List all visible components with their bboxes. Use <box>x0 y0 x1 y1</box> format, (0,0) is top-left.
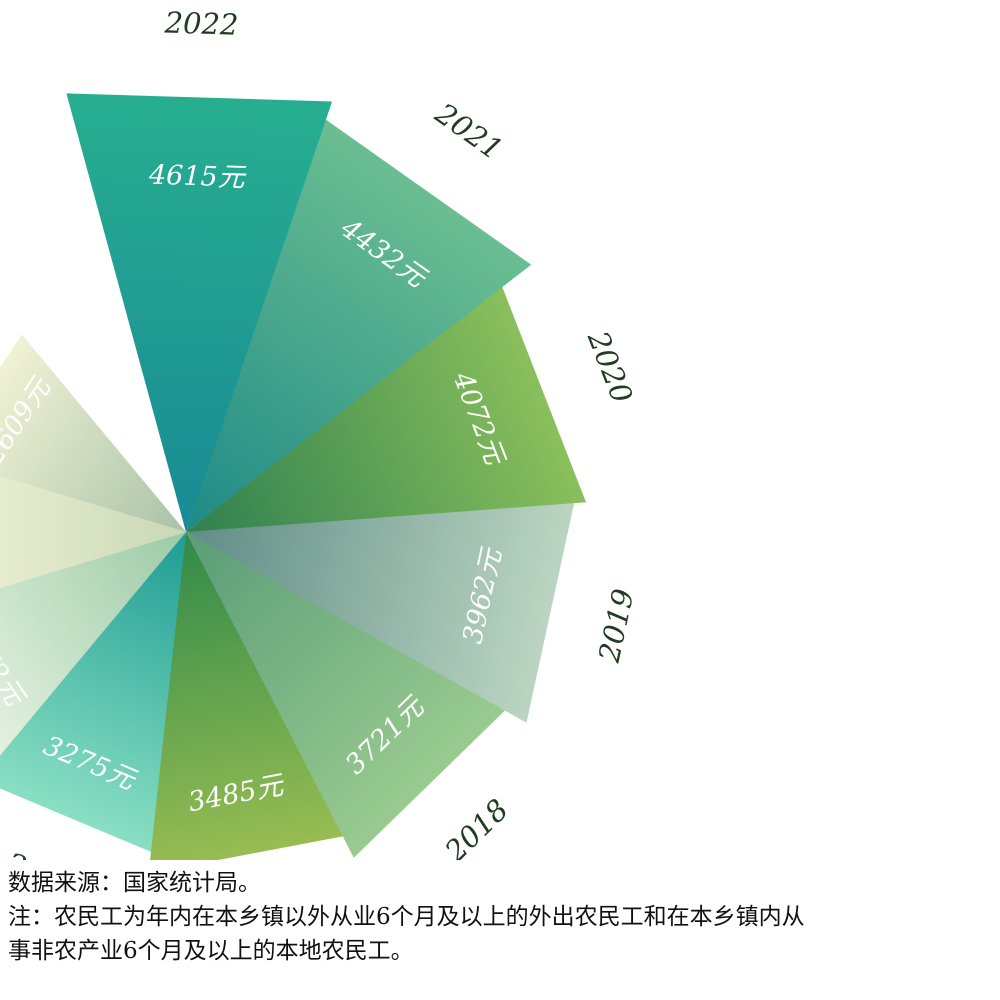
source-text: 数据来源：国家统计局。 <box>8 870 261 896</box>
bar-2019 <box>186 499 575 723</box>
year-label-2020: 2020 <box>581 326 640 408</box>
year-label-2021: 2021 <box>428 96 509 167</box>
note-line-2: 事非农产业6个月及以上的本地农民工。 <box>8 938 414 964</box>
bar-2020 <box>186 283 586 532</box>
bar-2017 <box>150 532 346 860</box>
value-label-2022: 4615元 <box>148 160 248 194</box>
note-line-1: 注：农民工为年内在本乡镇以外从业6个月及以上的外出农民工和在本乡镇内从 <box>8 904 805 930</box>
year-label-2019: 2019 <box>592 586 641 666</box>
bar-2014 <box>0 476 186 590</box>
year-label-2016: 2016 <box>0 845 82 860</box>
bar-2021 <box>186 117 532 533</box>
year-label-2022: 2022 <box>163 6 239 42</box>
bar-2022 <box>66 93 333 533</box>
radial-bar-chart: 2609元20132864元20143072元20153275元20163485… <box>0 6 641 860</box>
bar-2016 <box>0 532 186 853</box>
year-label-2018: 2018 <box>438 792 515 860</box>
bar-2013 <box>0 334 186 532</box>
bar-2018 <box>186 532 508 858</box>
chart-notes: 数据来源：国家统计局。 注：农民工为年内在本乡镇以外从业6个月及以上的外出农民工… <box>8 866 998 968</box>
